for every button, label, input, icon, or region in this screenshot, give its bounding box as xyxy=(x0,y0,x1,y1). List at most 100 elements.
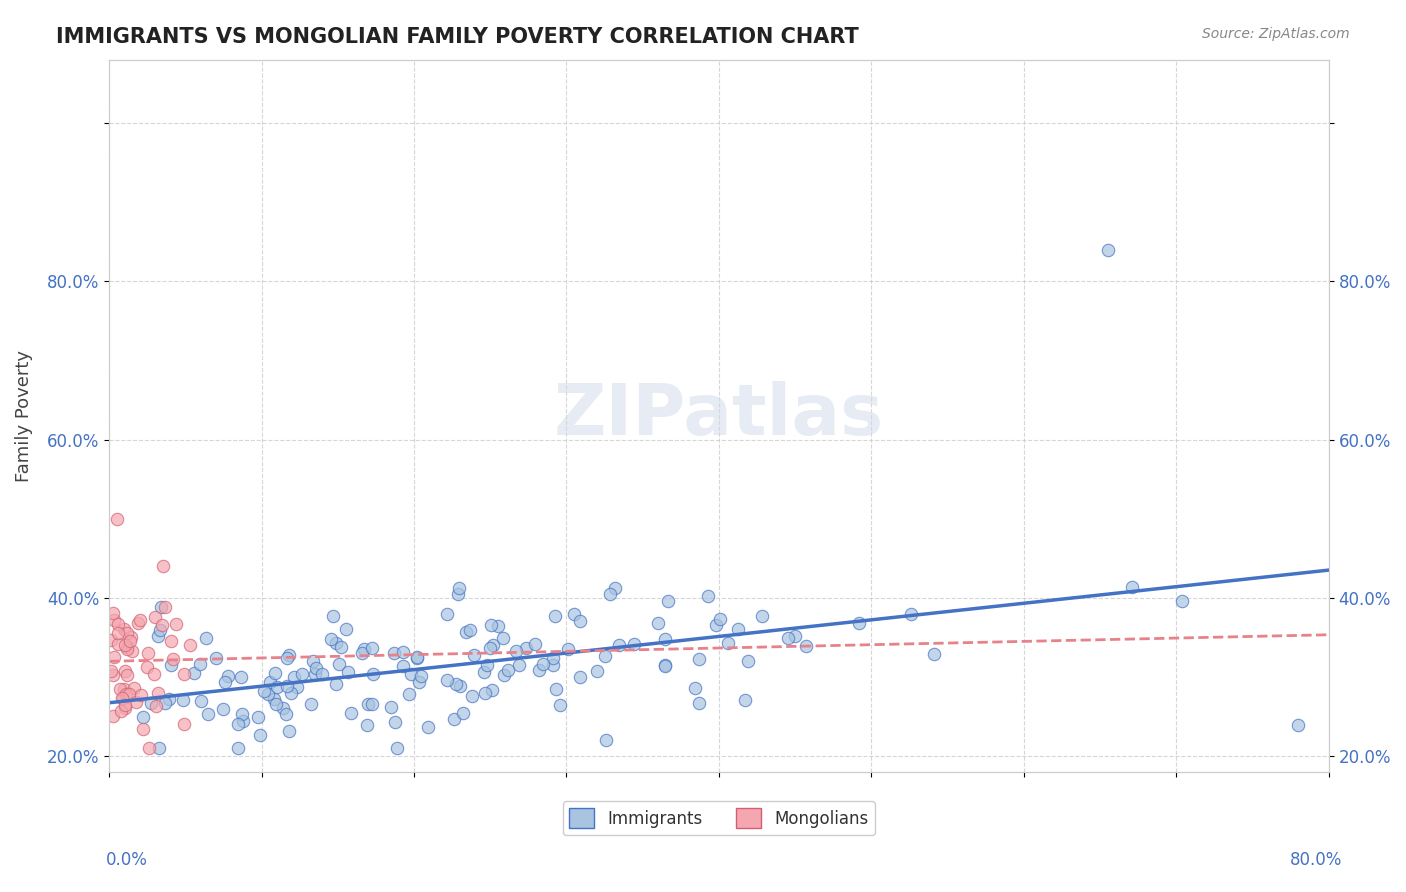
Text: IMMIGRANTS VS MONGOLIAN FAMILY POVERTY CORRELATION CHART: IMMIGRANTS VS MONGOLIAN FAMILY POVERTY C… xyxy=(56,27,859,46)
Point xyxy=(623,637,645,651)
Point xyxy=(115,640,138,654)
Point xyxy=(444,677,467,691)
Point xyxy=(114,698,136,713)
Point xyxy=(463,648,485,663)
Point xyxy=(1121,580,1143,594)
Point xyxy=(231,670,253,684)
Y-axis label: Family Poverty: Family Poverty xyxy=(15,350,32,482)
Point xyxy=(709,612,731,626)
Point xyxy=(173,666,195,681)
Point xyxy=(922,647,945,661)
Point xyxy=(120,631,142,645)
Point xyxy=(524,637,547,651)
Point xyxy=(737,654,759,668)
Point xyxy=(139,696,162,710)
Point xyxy=(654,658,676,673)
Point xyxy=(683,681,706,696)
Point xyxy=(475,658,498,673)
Point xyxy=(299,698,322,712)
Point xyxy=(107,637,129,651)
Point xyxy=(605,581,627,595)
Point xyxy=(149,624,172,638)
Point xyxy=(211,702,233,716)
Point xyxy=(336,665,359,679)
Point xyxy=(335,622,357,636)
Point xyxy=(112,622,135,636)
Point xyxy=(391,645,413,659)
Point xyxy=(353,642,375,657)
Point xyxy=(688,696,710,710)
Point xyxy=(247,710,270,724)
Point xyxy=(125,695,148,709)
Point xyxy=(263,692,285,706)
Point xyxy=(356,718,378,732)
Point xyxy=(647,615,669,630)
Point xyxy=(103,607,125,621)
Point xyxy=(564,607,586,621)
Point xyxy=(127,616,149,631)
Point xyxy=(557,642,579,657)
Point xyxy=(226,741,249,756)
Point xyxy=(436,673,458,688)
Point xyxy=(541,650,564,665)
Legend: Immigrants, Mongolians: Immigrants, Mongolians xyxy=(562,801,876,835)
Point xyxy=(103,613,125,627)
Point xyxy=(474,686,496,700)
Point xyxy=(454,625,477,640)
Point xyxy=(162,652,184,666)
Point xyxy=(278,648,301,662)
Point xyxy=(569,670,592,684)
Point xyxy=(107,617,129,632)
Point xyxy=(103,649,125,664)
Point xyxy=(100,664,122,678)
Point xyxy=(496,663,519,677)
Point xyxy=(114,665,136,679)
Point xyxy=(148,686,170,700)
Point xyxy=(688,652,710,666)
Point xyxy=(122,681,145,696)
Point xyxy=(231,707,253,722)
Point xyxy=(544,608,567,623)
Point xyxy=(361,641,384,656)
Point xyxy=(107,625,129,640)
Point xyxy=(150,618,173,632)
Point xyxy=(550,698,572,712)
Point xyxy=(118,633,141,648)
Point xyxy=(146,629,169,643)
Point xyxy=(392,659,415,673)
Point xyxy=(751,609,773,624)
Point xyxy=(149,600,172,615)
Point xyxy=(382,647,405,661)
Point xyxy=(384,715,406,730)
Point xyxy=(115,687,138,701)
Point xyxy=(319,632,342,647)
Point xyxy=(172,693,194,707)
Point xyxy=(153,696,176,710)
Point xyxy=(103,668,125,682)
Point xyxy=(136,659,159,673)
Point xyxy=(494,668,516,682)
Text: Source: ZipAtlas.com: Source: ZipAtlas.com xyxy=(1202,27,1350,41)
Point xyxy=(115,641,138,656)
Point xyxy=(205,651,228,665)
Point xyxy=(460,623,482,637)
Point xyxy=(165,616,187,631)
Point xyxy=(121,644,143,658)
Point xyxy=(148,741,170,756)
Point xyxy=(110,681,132,696)
Point xyxy=(451,706,474,720)
Point xyxy=(143,609,166,624)
Point xyxy=(160,658,183,673)
Point xyxy=(214,674,236,689)
Point xyxy=(115,668,138,682)
Point xyxy=(197,706,219,721)
Point xyxy=(129,613,152,627)
Point xyxy=(266,680,288,694)
Point xyxy=(654,658,676,673)
Point xyxy=(1097,243,1119,257)
Point xyxy=(482,638,505,652)
Point xyxy=(304,667,326,681)
Point xyxy=(599,587,621,601)
Point xyxy=(418,720,440,734)
Point xyxy=(541,657,564,672)
